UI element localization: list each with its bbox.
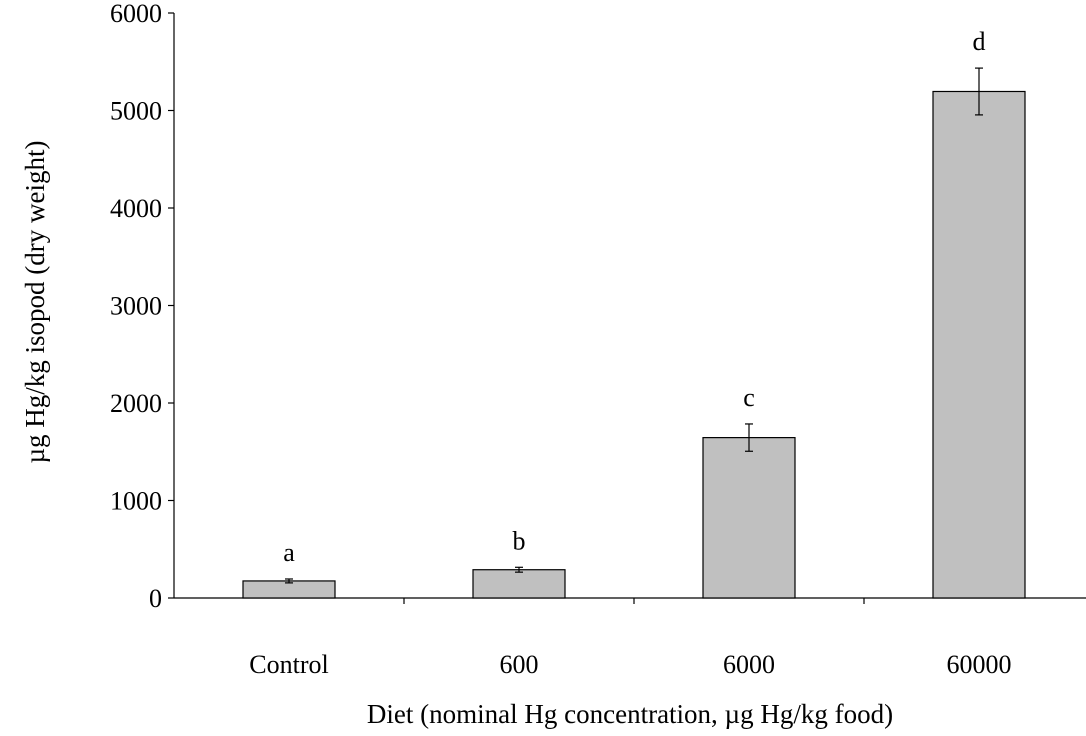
error-bars — [285, 67, 983, 584]
x-tick-label: 60000 — [947, 650, 1012, 679]
error-bar — [285, 578, 293, 584]
bar-control — [242, 580, 336, 599]
x-axis: Control 600 6000 60000 — [174, 597, 1086, 679]
error-bar — [745, 423, 753, 452]
bar-60000 — [932, 90, 1026, 599]
y-tick-label: 0 — [149, 584, 162, 613]
y-axis: 0 1000 2000 3000 4000 5000 6000 — [110, 0, 175, 613]
significance-letter: d — [973, 27, 986, 56]
significance-letter: b — [513, 526, 526, 555]
error-bar — [515, 566, 523, 573]
x-tick-label: Control — [249, 650, 328, 679]
bar-600 — [472, 569, 566, 599]
y-tick-label: 4000 — [110, 194, 162, 223]
x-axis-title: Diet (nominal Hg concentration, µg Hg/kg… — [367, 699, 893, 729]
y-tick-label: 1000 — [110, 487, 162, 516]
y-tick-label: 3000 — [110, 292, 162, 321]
significance-letter: c — [743, 383, 755, 412]
y-tick-label: 2000 — [110, 389, 162, 418]
x-tick-label: 6000 — [723, 650, 775, 679]
bar-6000 — [702, 437, 796, 599]
y-tick-label: 6000 — [110, 0, 162, 28]
bars — [242, 90, 1026, 599]
significance-letter: a — [283, 538, 295, 567]
x-tick-label: 600 — [500, 650, 539, 679]
y-axis-title: µg Hg/kg isopod (dry weight) — [20, 140, 50, 463]
significance-labels: a b c d — [283, 27, 985, 567]
y-tick-label: 5000 — [110, 97, 162, 126]
error-bar — [975, 67, 983, 116]
